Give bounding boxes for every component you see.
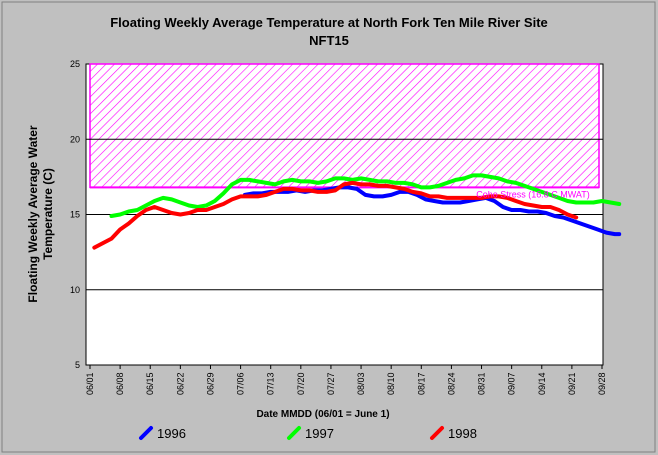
x-tick-label-06-22: 06/22 xyxy=(175,372,185,395)
x-tick-label-06-01: 06/01 xyxy=(85,372,95,395)
y-axis-label-line-1: Floating Weekly Average Water xyxy=(26,125,40,302)
x-tick-label-09-07: 09/07 xyxy=(507,372,517,395)
x-tick-label-09-14: 09/14 xyxy=(537,372,547,395)
series-group xyxy=(92,173,622,250)
x-axis-ticks: 06/01 06/08 06/15 06/22 06/29 07/06 07/13 07/20… xyxy=(85,365,607,395)
coho-stress-label: Coho Stress (16.8 C MWAT) xyxy=(476,189,590,199)
chart-title: Floating Weekly Average Temperature at N… xyxy=(110,15,548,30)
legend-item-1997: 1997 xyxy=(287,426,334,441)
coho-stress-band xyxy=(89,63,600,189)
legend-label-1996: 1996 xyxy=(157,426,186,441)
x-tick-label-08-03: 08/03 xyxy=(356,372,366,395)
x-tick-label-08-24: 08/24 xyxy=(446,372,456,395)
series-line-1998 xyxy=(92,180,579,250)
y-tick-label-25: 25 xyxy=(70,59,80,69)
x-tick-label-07-13: 07/13 xyxy=(266,372,276,395)
x-tick-label-09-21: 09/21 xyxy=(567,372,577,395)
y-tick-label-5: 5 xyxy=(75,360,80,370)
legend-swatch-1996 xyxy=(139,426,153,440)
x-tick-label-06-29: 06/29 xyxy=(206,372,216,395)
x-tick-label-07-27: 07/27 xyxy=(326,372,336,395)
legend-label-1997: 1997 xyxy=(305,426,334,441)
y-axis-ticks: 5 10 15 20 25 xyxy=(70,59,80,370)
x-tick-label-08-31: 08/31 xyxy=(477,372,487,395)
chart-subtitle: NFT15 xyxy=(309,33,349,48)
legend: 1996 1997 1998 xyxy=(139,426,477,441)
x-tick-label-08-10: 08/10 xyxy=(386,372,396,395)
legend-swatch-1998 xyxy=(430,426,444,440)
x-tick-label-09-28: 09/28 xyxy=(597,372,607,395)
y-tick-label-20: 20 xyxy=(70,134,80,144)
x-tick-label-07-06: 07/06 xyxy=(236,372,246,395)
legend-item-1996: 1996 xyxy=(139,426,186,441)
y-axis-label-line-2: Temperature (C) xyxy=(41,168,55,260)
x-axis-label: Date MMDD (06/01 = June 1) xyxy=(256,409,389,420)
legend-swatch-1997 xyxy=(287,426,301,440)
x-tick-label-08-17: 08/17 xyxy=(416,372,426,395)
threshold-label-group: Coho Stress (16.8 C MWAT) xyxy=(476,189,590,199)
legend-label-1998: 1998 xyxy=(448,426,477,441)
series-line-1997 xyxy=(109,173,622,218)
x-tick-label-07-20: 07/20 xyxy=(296,372,306,395)
x-tick-label-06-08: 06/08 xyxy=(115,372,125,395)
y-tick-label-10: 10 xyxy=(70,285,80,295)
threshold-band xyxy=(89,63,600,189)
legend-item-1998: 1998 xyxy=(430,426,477,441)
x-tick-label-06-15: 06/15 xyxy=(145,372,155,395)
y-tick-label-15: 15 xyxy=(70,210,80,220)
